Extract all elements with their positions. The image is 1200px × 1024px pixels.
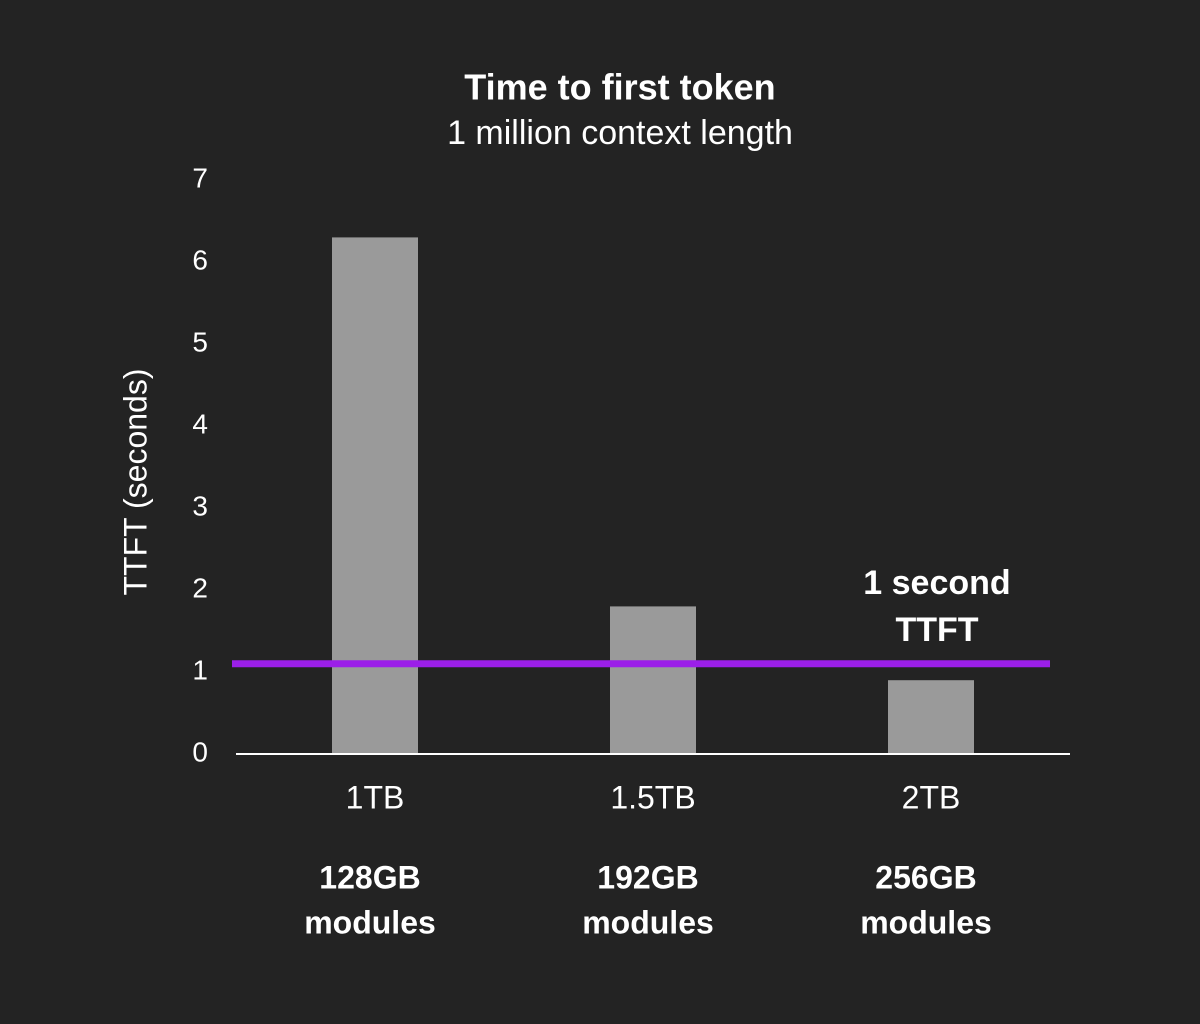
reference-label: 1 second <box>863 564 1010 602</box>
y-tick-label: 4 <box>192 408 208 439</box>
x-tick-label: 2TB <box>902 779 961 815</box>
category-sublabel: modules <box>304 904 436 940</box>
chart-subtitle: 1 million context length <box>447 114 793 152</box>
x-tick-label: 1TB <box>346 779 405 815</box>
category-sublabel: modules <box>582 904 714 940</box>
bar <box>610 606 696 754</box>
y-tick-label: 6 <box>192 244 208 275</box>
bar <box>888 680 974 754</box>
bar <box>332 237 418 754</box>
y-tick-label: 0 <box>192 736 208 767</box>
y-tick-label: 3 <box>192 490 208 521</box>
x-tick-label: 1.5TB <box>610 779 695 815</box>
reference-label: TTFT <box>895 611 978 649</box>
chart-title: Time to first token <box>464 67 775 108</box>
y-tick-label: 2 <box>192 572 208 603</box>
y-axis-label: TTFT (seconds) <box>117 369 153 596</box>
category-sublabel: 128GB <box>319 859 420 895</box>
y-tick-label: 7 <box>192 162 208 193</box>
category-sublabel: modules <box>860 904 992 940</box>
category-sublabel: 192GB <box>597 859 698 895</box>
y-tick-label: 5 <box>192 326 208 357</box>
category-sublabel: 256GB <box>875 859 976 895</box>
y-tick-label: 1 <box>192 654 208 685</box>
